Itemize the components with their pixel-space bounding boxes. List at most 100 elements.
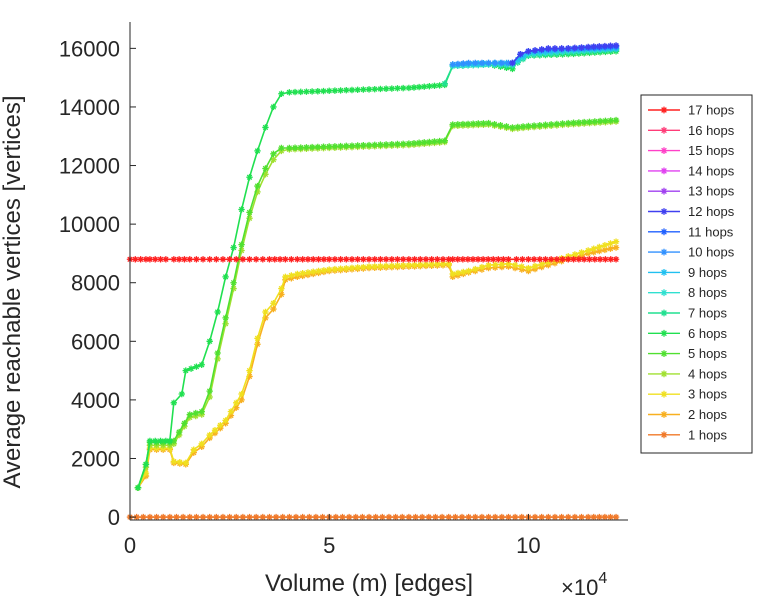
- series-point: [445, 256, 452, 263]
- series-point: [449, 121, 456, 128]
- series-point: [491, 120, 498, 128]
- legend-entry: 1 hops: [648, 427, 728, 442]
- series-point: [498, 59, 506, 67]
- series-point: [478, 59, 486, 67]
- series-point: [388, 256, 396, 263]
- series-point: [246, 209, 253, 216]
- series-point: [612, 513, 620, 521]
- series-point: [304, 256, 312, 263]
- series-point: [660, 289, 668, 297]
- series-point: [519, 256, 526, 263]
- series-point: [503, 123, 510, 130]
- series-point: [252, 256, 260, 263]
- series-point: [498, 260, 506, 268]
- series-point: [186, 256, 193, 263]
- legend-entry: 10 hops: [648, 245, 735, 260]
- series-point: [580, 256, 588, 263]
- series-point: [596, 513, 603, 521]
- series-point: [472, 265, 479, 273]
- legend-label: 16 hops: [688, 123, 735, 138]
- y-tick-label: 6000: [71, 329, 120, 354]
- x-axis-label: Volume (m) [edges]: [265, 570, 473, 597]
- series-point: [308, 143, 316, 151]
- series-point: [469, 120, 477, 127]
- legend-entry: 16 hops: [648, 123, 735, 138]
- series-point: [475, 120, 482, 127]
- series-point: [271, 256, 278, 263]
- series-point: [230, 244, 237, 251]
- series-point: [193, 256, 200, 263]
- series-point: [431, 138, 438, 145]
- series-point: [170, 458, 178, 465]
- legend: 17 hops 16 hops 15 hops 14 hops 13 hops 12 ho…: [640, 94, 753, 454]
- series-point: [213, 513, 220, 521]
- series-point: [360, 263, 367, 271]
- series-point: [388, 85, 396, 92]
- series-point: [495, 256, 502, 263]
- series-point: [660, 431, 668, 439]
- series-point: [270, 103, 277, 111]
- series-point: [505, 59, 512, 67]
- series-point: [445, 513, 452, 521]
- series-point: [436, 137, 443, 145]
- series-point: [270, 300, 277, 307]
- series-point: [417, 261, 424, 268]
- legend-entry: 11 hops: [648, 224, 734, 239]
- legend-label: 4 hops: [688, 366, 728, 381]
- series-point: [465, 513, 472, 521]
- series-point: [259, 256, 266, 263]
- series-point: [660, 411, 668, 418]
- series-point: [213, 256, 220, 263]
- series-point: [536, 121, 543, 129]
- series-point: [536, 256, 543, 263]
- series-point: [286, 513, 293, 521]
- series-point: [421, 139, 428, 146]
- series-point: [254, 188, 261, 196]
- y-tick-label: 0: [108, 505, 120, 530]
- series-point: [602, 117, 609, 124]
- series-point: [591, 118, 598, 125]
- series-point: [410, 139, 418, 147]
- series-point: [299, 256, 306, 263]
- series-point: [140, 513, 147, 521]
- series-point: [233, 256, 240, 263]
- series-point: [596, 247, 603, 255]
- series-point: [157, 256, 164, 263]
- series-point: [282, 256, 289, 263]
- series-point: [434, 260, 441, 268]
- legend-label: 6 hops: [688, 326, 728, 341]
- series-point: [399, 140, 407, 147]
- series-point: [306, 513, 313, 521]
- series-point: [190, 446, 197, 453]
- series-point: [545, 513, 552, 521]
- series-point: [519, 123, 527, 130]
- series-point: [310, 268, 317, 275]
- series-point: [181, 256, 188, 263]
- x-multiplier-label: ×104: [561, 570, 607, 600]
- series-point: [175, 428, 183, 436]
- x-tick-label: 5: [323, 533, 335, 558]
- series-point: [472, 513, 479, 521]
- series-point: [352, 513, 359, 521]
- legend-box: [640, 94, 753, 454]
- series-point: [162, 437, 170, 445]
- series-point: [214, 349, 221, 357]
- series-point: [570, 256, 577, 263]
- x-multiplier-exponent: 4: [598, 570, 607, 587]
- y-ticks: 0 2000 4000 6000 8000 10000 12000 14000 16000: [59, 36, 136, 530]
- series-point: [405, 84, 413, 92]
- series-point: [186, 513, 193, 521]
- legend-label: 13 hops: [688, 184, 735, 199]
- series-point: [590, 249, 597, 256]
- series-point: [377, 256, 384, 263]
- series-point: [382, 141, 390, 148]
- series-point: [331, 143, 339, 150]
- series-point: [607, 117, 614, 124]
- legend-label: 11 hops: [688, 224, 734, 239]
- series-point: [331, 256, 339, 263]
- series-point: [337, 87, 344, 94]
- series-point: [314, 88, 322, 95]
- series-point: [514, 56, 521, 63]
- series-point: [286, 89, 293, 96]
